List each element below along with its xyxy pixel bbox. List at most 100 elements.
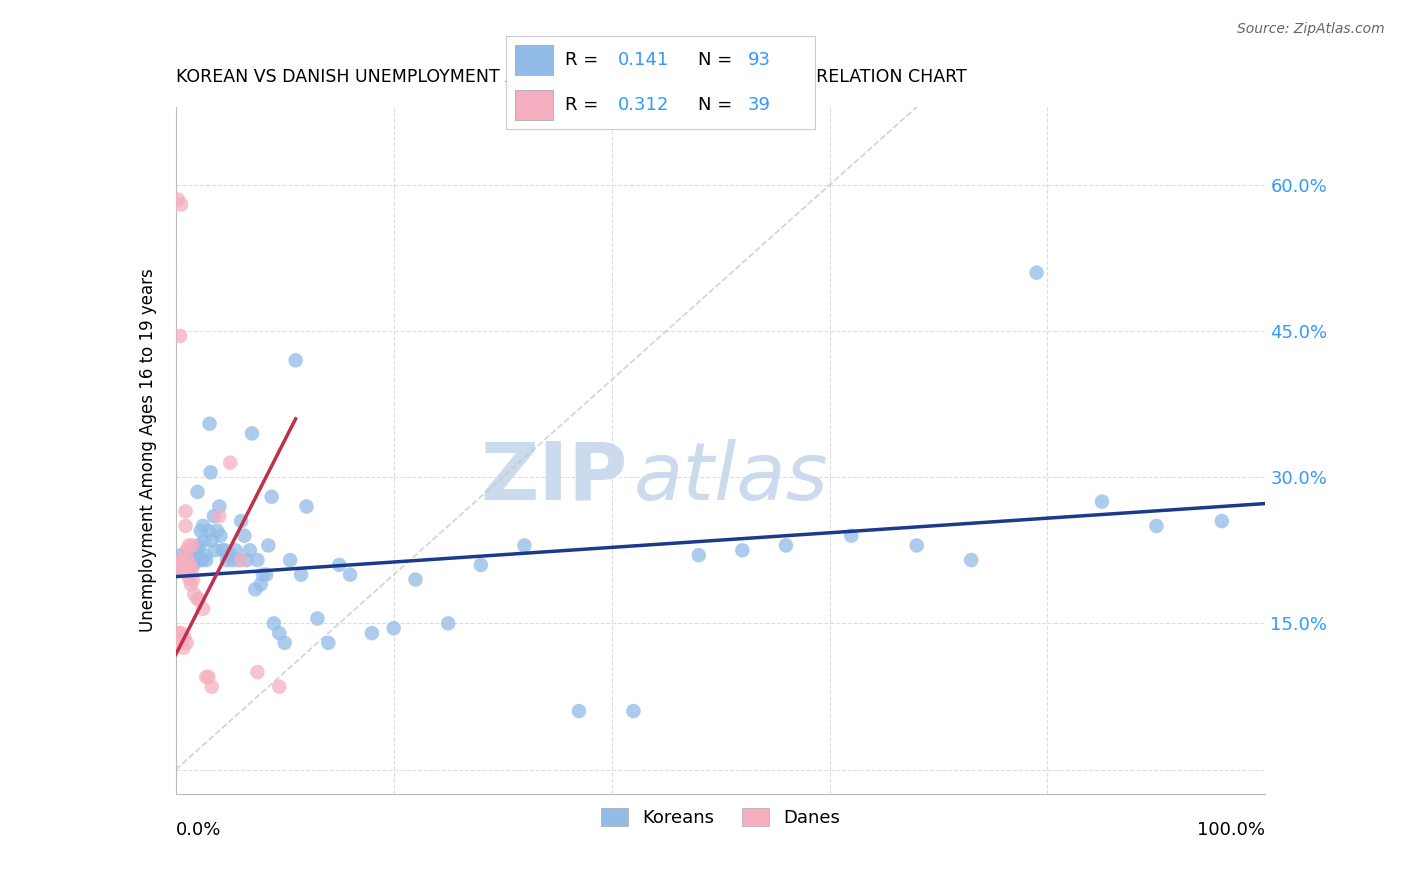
Point xyxy=(240,426,263,441)
Point xyxy=(195,553,218,567)
Point xyxy=(177,538,200,552)
Point xyxy=(183,587,205,601)
Point xyxy=(195,670,218,684)
Point xyxy=(221,553,243,567)
Point xyxy=(167,193,190,207)
Point xyxy=(194,548,217,562)
Point xyxy=(172,558,194,572)
Point xyxy=(179,558,201,572)
Point xyxy=(215,553,238,567)
Point xyxy=(252,567,274,582)
Point xyxy=(274,636,297,650)
Point xyxy=(177,553,200,567)
Point xyxy=(231,553,253,567)
Point xyxy=(193,533,215,548)
Point xyxy=(169,558,191,572)
Point xyxy=(181,573,204,587)
Point xyxy=(186,543,209,558)
Text: 0.0%: 0.0% xyxy=(176,822,221,839)
Point xyxy=(290,567,312,582)
Point xyxy=(382,621,405,635)
Point xyxy=(173,563,195,577)
Point xyxy=(731,543,754,558)
Point xyxy=(295,500,318,514)
Point xyxy=(170,553,193,567)
Point xyxy=(181,538,204,552)
Text: 0.141: 0.141 xyxy=(617,51,669,69)
Point xyxy=(176,558,198,572)
Point xyxy=(318,636,340,650)
Point xyxy=(228,553,250,567)
Point xyxy=(174,558,197,572)
Point xyxy=(170,197,193,211)
Point xyxy=(960,553,983,567)
Point xyxy=(263,616,285,631)
Point xyxy=(172,563,194,577)
Point xyxy=(170,548,193,562)
Text: 0.312: 0.312 xyxy=(617,96,669,114)
Point xyxy=(1144,519,1167,533)
Y-axis label: Unemployment Among Ages 16 to 19 years: Unemployment Among Ages 16 to 19 years xyxy=(139,268,157,632)
Text: N =: N = xyxy=(697,51,738,69)
Point xyxy=(179,558,201,572)
Point xyxy=(360,626,382,640)
Point xyxy=(1091,494,1114,508)
Point xyxy=(249,577,271,591)
Point xyxy=(186,484,209,499)
Point xyxy=(172,553,194,567)
Point xyxy=(170,626,193,640)
Point xyxy=(225,543,247,558)
Text: R =: R = xyxy=(565,96,605,114)
Point xyxy=(688,548,710,562)
Point xyxy=(173,553,195,567)
Point xyxy=(191,519,214,533)
Point xyxy=(181,558,204,572)
Point xyxy=(204,543,226,558)
Point xyxy=(177,548,200,562)
Point xyxy=(180,553,202,567)
Point xyxy=(246,553,269,567)
Point xyxy=(173,631,195,645)
Point xyxy=(169,329,191,343)
Point xyxy=(246,665,269,679)
Point xyxy=(239,543,262,558)
Point xyxy=(211,543,233,558)
Point xyxy=(186,592,209,607)
Point xyxy=(1211,514,1233,528)
Point xyxy=(187,592,209,607)
Text: ZIP: ZIP xyxy=(481,439,628,517)
Point xyxy=(170,553,193,567)
Point xyxy=(470,558,492,572)
Point xyxy=(208,509,231,524)
Point xyxy=(201,533,224,548)
Point xyxy=(198,417,221,431)
FancyBboxPatch shape xyxy=(516,45,553,75)
Point xyxy=(180,577,202,591)
Point xyxy=(177,553,200,567)
Point xyxy=(176,553,198,567)
Point xyxy=(405,573,427,587)
Point xyxy=(191,601,214,615)
Point xyxy=(905,538,928,552)
Point xyxy=(284,353,307,368)
Point xyxy=(184,553,207,567)
Point xyxy=(233,529,256,543)
Point xyxy=(205,524,228,538)
Point xyxy=(179,573,201,587)
Point xyxy=(177,553,200,567)
Point xyxy=(179,548,201,562)
Point xyxy=(167,563,190,577)
Text: KOREAN VS DANISH UNEMPLOYMENT AMONG AGES 16 TO 19 YEARS CORRELATION CHART: KOREAN VS DANISH UNEMPLOYMENT AMONG AGES… xyxy=(176,68,966,86)
Text: Source: ZipAtlas.com: Source: ZipAtlas.com xyxy=(1237,22,1385,37)
Point xyxy=(231,514,253,528)
Point xyxy=(167,563,190,577)
Point xyxy=(437,616,460,631)
Point xyxy=(186,548,208,562)
Point xyxy=(209,529,232,543)
Point xyxy=(202,509,225,524)
Point xyxy=(219,456,242,470)
Point xyxy=(775,538,797,552)
Point xyxy=(841,529,863,543)
Text: N =: N = xyxy=(697,96,738,114)
Point xyxy=(269,626,291,640)
